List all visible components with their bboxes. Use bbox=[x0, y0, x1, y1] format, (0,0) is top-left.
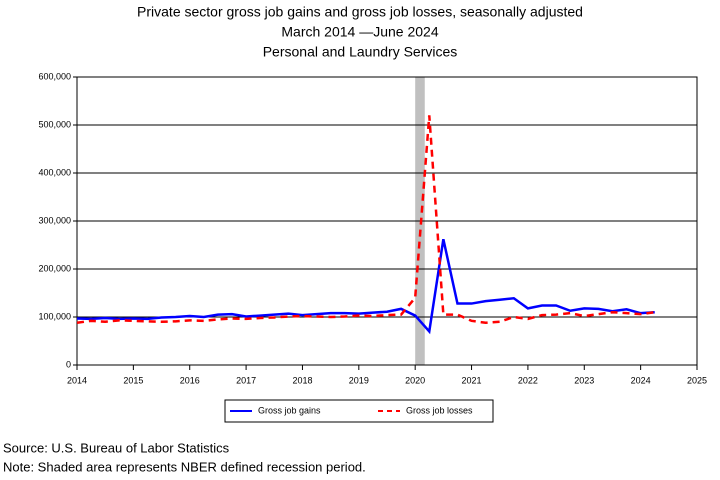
x-tick-label: 2017 bbox=[236, 375, 256, 385]
legend-label: Gross job losses bbox=[406, 405, 473, 415]
source-note: Source: U.S. Bureau of Labor Statistics bbox=[3, 440, 230, 455]
series-line bbox=[76, 115, 655, 325]
x-tick-label: 2021 bbox=[462, 375, 482, 385]
x-tick-label: 2016 bbox=[180, 375, 200, 385]
y-tick-label: 500,000 bbox=[38, 119, 71, 129]
series-line bbox=[76, 238, 655, 335]
chart-title: Private sector gross job gains and gross… bbox=[137, 4, 583, 20]
plot-frame bbox=[76, 76, 698, 366]
y-tick-label: 200,000 bbox=[38, 263, 71, 273]
chart-subtitle: Personal and Laundry Services bbox=[263, 44, 458, 60]
y-tick-label: 400,000 bbox=[38, 167, 71, 177]
y-tick-label: 0 bbox=[66, 359, 71, 369]
x-tick-label: 2023 bbox=[574, 375, 594, 385]
x-tick-label: 2022 bbox=[518, 375, 538, 385]
x-tick-label: 2018 bbox=[292, 375, 312, 385]
x-tick-label: 2014 bbox=[67, 375, 87, 385]
legend-label: Gross job gains bbox=[258, 405, 321, 415]
x-tick-label: 2020 bbox=[405, 375, 425, 385]
x-tick-label: 2025 bbox=[687, 375, 707, 385]
y-tick-label: 300,000 bbox=[38, 215, 71, 225]
legend-box bbox=[224, 399, 494, 423]
chart-subtitle: March 2014 —June 2024 bbox=[281, 24, 438, 40]
x-tick-label: 2024 bbox=[631, 375, 651, 385]
x-tick-label: 2019 bbox=[349, 375, 369, 385]
y-tick-label: 100,000 bbox=[38, 311, 71, 321]
x-tick-label: 2015 bbox=[123, 375, 143, 385]
footnote: Note: Shaded area represents NBER define… bbox=[3, 459, 366, 474]
y-tick-label: 600,000 bbox=[38, 71, 71, 81]
